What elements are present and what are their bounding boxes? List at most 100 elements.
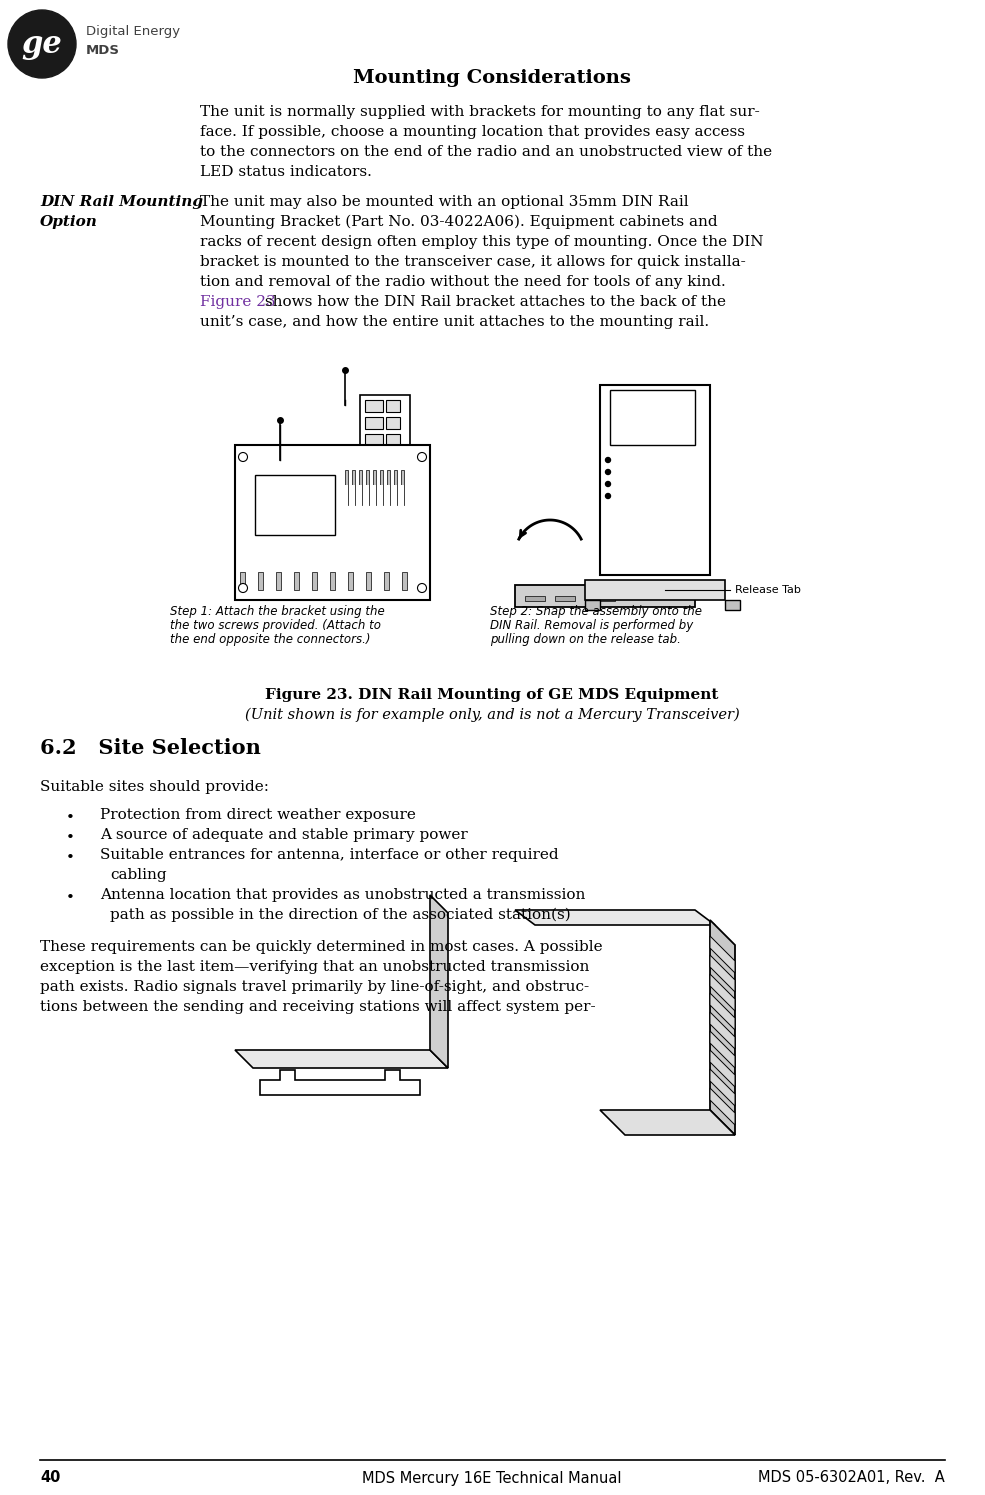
- Text: tion and removal of the radio without the need for tools of any kind.: tion and removal of the radio without th…: [200, 275, 726, 289]
- Polygon shape: [710, 919, 735, 1135]
- Bar: [365, 434, 383, 446]
- Text: DIN Rail Mounting: DIN Rail Mounting: [40, 194, 203, 209]
- Bar: [394, 484, 397, 510]
- Ellipse shape: [606, 481, 611, 486]
- Polygon shape: [260, 1070, 420, 1094]
- Polygon shape: [235, 1049, 448, 1067]
- Bar: [585, 580, 725, 599]
- Bar: [365, 417, 383, 429]
- Ellipse shape: [606, 493, 611, 498]
- Text: exception is the last item—verifying that an unobstructed transmission: exception is the last item—verifying tha…: [40, 960, 589, 975]
- Polygon shape: [710, 1049, 735, 1087]
- Bar: [386, 434, 400, 446]
- Bar: [294, 573, 299, 591]
- Ellipse shape: [238, 453, 247, 462]
- Text: (Unit shown is for example only, and is not a Mercury Transceiver): (Unit shown is for example only, and is …: [244, 709, 740, 722]
- Text: bracket is mounted to the transceiver case, it allows for quick installa-: bracket is mounted to the transceiver ca…: [200, 256, 746, 269]
- Bar: [380, 469, 383, 505]
- Text: shows how the DIN Rail bracket attaches to the back of the: shows how the DIN Rail bracket attaches …: [260, 295, 726, 309]
- Bar: [352, 484, 355, 510]
- Bar: [366, 484, 369, 510]
- Bar: [525, 597, 545, 601]
- Bar: [401, 484, 404, 510]
- Polygon shape: [710, 1088, 735, 1126]
- Text: tions between the sending and receiving stations will affect system per-: tions between the sending and receiving …: [40, 1000, 596, 1014]
- Polygon shape: [710, 936, 735, 973]
- Bar: [352, 469, 355, 505]
- Bar: [373, 484, 376, 510]
- Bar: [373, 469, 376, 505]
- Text: Suitable sites should provide:: Suitable sites should provide:: [40, 780, 269, 794]
- Text: Step 1: Attach the bracket using the: Step 1: Attach the bracket using the: [170, 605, 385, 617]
- Bar: [555, 597, 575, 601]
- Bar: [359, 469, 362, 505]
- Bar: [401, 469, 404, 505]
- Text: Antenna location that provides as unobstructed a transmission: Antenna location that provides as unobst…: [100, 888, 585, 901]
- Polygon shape: [710, 975, 735, 1011]
- Text: The unit is normally supplied with brackets for mounting to any flat sur-: The unit is normally supplied with brack…: [200, 105, 759, 120]
- Ellipse shape: [238, 583, 247, 592]
- Bar: [235, 446, 430, 599]
- Text: cabling: cabling: [110, 869, 166, 882]
- Text: •: •: [66, 851, 75, 866]
- Text: LED status indicators.: LED status indicators.: [200, 164, 372, 179]
- Text: Figure 23. DIN Rail Mounting of GE MDS Equipment: Figure 23. DIN Rail Mounting of GE MDS E…: [265, 688, 719, 703]
- Text: •: •: [66, 831, 75, 845]
- Bar: [365, 401, 383, 413]
- Text: face. If possible, choose a mounting location that provides easy access: face. If possible, choose a mounting loc…: [200, 126, 745, 139]
- Polygon shape: [430, 896, 448, 1067]
- Bar: [255, 475, 335, 535]
- Text: unit’s case, and how the entire unit attaches to the mounting rail.: unit’s case, and how the entire unit att…: [200, 315, 709, 329]
- Text: pulling down on the release tab.: pulling down on the release tab.: [490, 632, 681, 646]
- Text: MDS 05-6302A01, Rev.  A: MDS 05-6302A01, Rev. A: [758, 1471, 945, 1486]
- Polygon shape: [600, 1109, 735, 1135]
- Polygon shape: [710, 955, 735, 993]
- Bar: [585, 599, 600, 610]
- Text: Option: Option: [40, 215, 98, 229]
- Text: •: •: [66, 810, 75, 825]
- Text: Mounting Bracket (Part No. 03-4022A06). Equipment cabinets and: Mounting Bracket (Part No. 03-4022A06). …: [200, 215, 718, 229]
- Polygon shape: [710, 1032, 735, 1067]
- Text: racks of recent design often employ this type of mounting. Once the DIN: racks of recent design often employ this…: [200, 235, 763, 250]
- Polygon shape: [710, 1069, 735, 1106]
- Bar: [610, 390, 695, 446]
- Text: path as possible in the direction of the associated station(s): path as possible in the direction of the…: [110, 907, 570, 922]
- Text: 6.2   Site Selection: 6.2 Site Selection: [40, 739, 261, 758]
- Text: MDS Mercury 16E Technical Manual: MDS Mercury 16E Technical Manual: [362, 1471, 622, 1486]
- Ellipse shape: [8, 10, 76, 78]
- Bar: [380, 484, 383, 510]
- Text: Digital Energy: Digital Energy: [86, 25, 180, 39]
- Bar: [345, 469, 348, 505]
- Bar: [366, 573, 371, 591]
- Bar: [386, 417, 400, 429]
- Bar: [386, 401, 400, 413]
- Text: Mounting Considerations: Mounting Considerations: [353, 69, 631, 87]
- Text: MDS: MDS: [86, 43, 120, 57]
- Bar: [366, 469, 369, 505]
- Bar: [360, 395, 410, 454]
- Text: Release Tab: Release Tab: [735, 585, 801, 595]
- Bar: [330, 573, 335, 591]
- Bar: [725, 599, 740, 610]
- Bar: [384, 573, 389, 591]
- Text: The unit may also be mounted with an optional 35mm DIN Rail: The unit may also be mounted with an opt…: [200, 194, 689, 209]
- Text: to the connectors on the end of the radio and an unobstructed view of the: to the connectors on the end of the radi…: [200, 145, 772, 158]
- Text: Figure 23: Figure 23: [200, 295, 276, 309]
- Bar: [595, 597, 615, 601]
- Bar: [359, 484, 362, 510]
- Bar: [240, 573, 245, 591]
- Bar: [312, 573, 317, 591]
- Text: Protection from direct weather exposure: Protection from direct weather exposure: [100, 807, 416, 822]
- Ellipse shape: [418, 583, 427, 592]
- Text: 40: 40: [40, 1471, 60, 1486]
- Text: Step 2: Snap the assembly onto the: Step 2: Snap the assembly onto the: [490, 605, 702, 617]
- Bar: [276, 573, 281, 591]
- Text: path exists. Radio signals travel primarily by line-of-sight, and obstruc-: path exists. Radio signals travel primar…: [40, 981, 589, 994]
- Bar: [394, 469, 397, 505]
- Ellipse shape: [606, 469, 611, 474]
- Bar: [258, 573, 263, 591]
- Bar: [345, 484, 348, 510]
- Bar: [387, 484, 390, 510]
- Bar: [402, 573, 407, 591]
- Bar: [387, 469, 390, 505]
